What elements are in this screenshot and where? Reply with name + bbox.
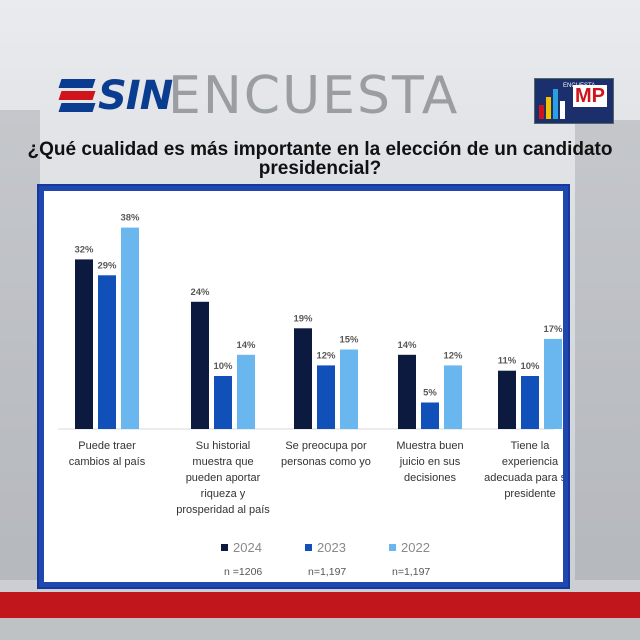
sample-size-2024: n =1206 xyxy=(224,566,262,578)
bar-2022-2 xyxy=(340,349,358,429)
category-label-0-line-1: cambios al país xyxy=(69,456,146,468)
data-label-2024-1: 24% xyxy=(190,287,210,298)
survey-question-line-2: presidencial? xyxy=(258,158,382,179)
data-label-2022-0: 38% xyxy=(120,213,140,224)
bar-2024-3 xyxy=(398,354,416,429)
sin-logo: SIN xyxy=(58,73,173,119)
data-label-2024-4: 11% xyxy=(498,356,517,367)
legend-swatch-2024 xyxy=(221,544,228,551)
data-label-2022-1: 14% xyxy=(236,340,256,351)
data-label-2023-1: 10% xyxy=(213,361,233,372)
bar-2023-3 xyxy=(421,402,439,429)
legend-label-2022: 2022 xyxy=(401,540,430,555)
data-label-2022-3: 12% xyxy=(443,350,463,361)
category-label-2-line-1: personas como yo xyxy=(281,456,371,468)
bar-2023-4 xyxy=(521,376,539,429)
category-label-4-line-0: Tiene la xyxy=(511,440,551,452)
data-label-2023-0: 29% xyxy=(97,260,117,271)
category-label-0-line-0: Puede traer xyxy=(78,440,136,452)
data-label-2023-2: 12% xyxy=(316,350,336,361)
category-label-1-line-0: Su historial xyxy=(196,440,250,452)
chart-panel: 32% 29% 38% Puede traer cambios al país 24% 10… xyxy=(44,191,563,582)
category-label-2-line-0: Se preocupa por xyxy=(285,440,367,452)
data-label-2024-3: 14% xyxy=(397,340,417,351)
category-label-3-line-0: Muestra buen xyxy=(396,440,463,452)
banner-title: ENCUESTA xyxy=(168,66,460,126)
data-label-2023-3: 5% xyxy=(423,388,437,399)
mp-logo: ENCUESTA MP xyxy=(534,78,614,124)
category-label-1-line-2: pueden aportar xyxy=(186,472,261,484)
category-label-1-line-1: muestra que xyxy=(192,456,253,468)
bar-2022-0 xyxy=(121,227,139,429)
data-label-2023-4: 10% xyxy=(520,361,540,372)
bar-2023-1 xyxy=(214,376,232,429)
footer-bottom-bar xyxy=(0,618,640,640)
header: SIN ENCUESTA ENCUESTA MP xyxy=(0,60,640,140)
chart-frame: 32% 29% 38% Puede traer cambios al país 24% 10… xyxy=(37,184,570,589)
legend-label-2024: 2024 xyxy=(233,540,262,555)
bar-2022-1 xyxy=(237,354,255,429)
mp-logo-text: MP xyxy=(573,85,607,107)
bar-2024-0 xyxy=(75,259,93,429)
bar-2022-4 xyxy=(544,338,562,429)
category-label-4-line-2: adecuada para ser xyxy=(484,472,563,484)
legend-label-2023: 2023 xyxy=(317,540,346,555)
bar-chart: 32%29% 38% Puede traer cambios al país 24% 10… xyxy=(58,213,563,578)
bar-2023-2 xyxy=(317,365,335,429)
footer-red-bar xyxy=(0,592,640,618)
survey-question: ¿Qué cualidad es más importante en la el… xyxy=(10,140,630,178)
category-label-4-line-3: presidente xyxy=(504,488,555,500)
background-block-right xyxy=(575,120,640,580)
sin-logo-mark-icon xyxy=(58,77,96,115)
background-block-left xyxy=(0,110,40,580)
legend-swatch-2022 xyxy=(389,544,396,551)
category-label-3-line-2: decisiones xyxy=(404,472,456,484)
data-label-2022-4: 17% xyxy=(543,324,563,335)
category-label-3-line-1: juicio en sus xyxy=(399,456,461,468)
legend-swatch-2023 xyxy=(305,544,312,551)
mp-logo-bars-icon xyxy=(539,89,565,119)
sin-logo-text: SIN xyxy=(98,73,173,119)
bar-2023-0 xyxy=(98,275,116,429)
bar-2024-2 xyxy=(294,328,312,429)
data-label-2024-0: 32% xyxy=(74,244,94,255)
bar-2024-4 xyxy=(498,370,516,429)
data-label-2024-2: 19% xyxy=(293,313,313,324)
bar-2022-3 xyxy=(444,365,462,429)
sample-size-2023: n=1,197 xyxy=(308,566,346,578)
bar-2024-1 xyxy=(191,301,209,429)
category-label-1-line-4: prosperidad al país xyxy=(176,504,270,516)
category-label-1-line-3: riqueza y xyxy=(201,488,246,500)
category-label-4-line-1: experiencia xyxy=(502,456,559,468)
data-label-2022-2: 15% xyxy=(339,335,359,346)
sample-size-2022: n=1,197 xyxy=(392,566,430,578)
survey-question-line-1: ¿Qué cualidad es más importante en la el… xyxy=(27,139,613,160)
